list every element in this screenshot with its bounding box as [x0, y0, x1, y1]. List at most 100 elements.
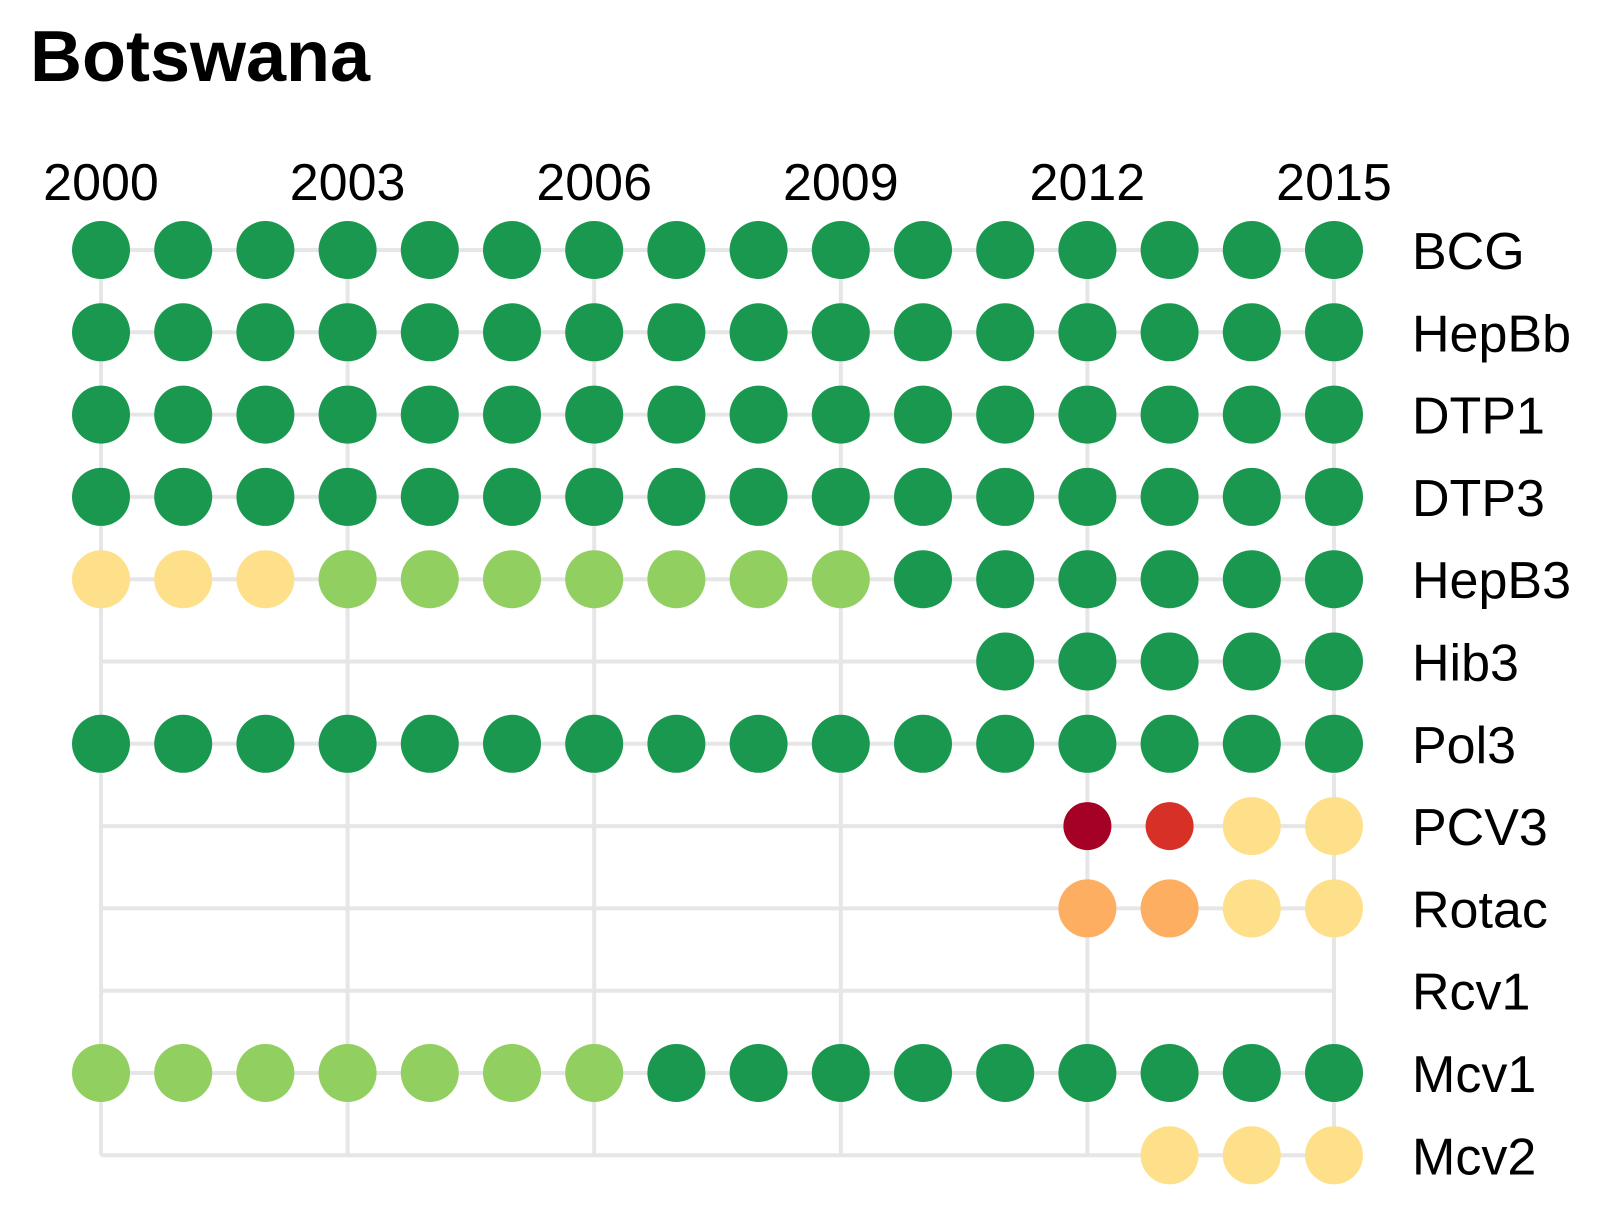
x-tick-label: 2012 [1030, 154, 1146, 212]
data-point [565, 714, 624, 773]
data-point [483, 1044, 541, 1102]
data-point [1058, 714, 1117, 773]
data-point [1058, 221, 1117, 279]
data-point [72, 550, 130, 609]
data-point [811, 550, 870, 609]
data-point [400, 714, 459, 773]
row-label: Hib3 [1412, 635, 1519, 693]
chart-title: Botswana [30, 17, 371, 97]
data-point [647, 1044, 706, 1102]
data-point [894, 385, 952, 444]
data-point [1058, 879, 1117, 938]
data-point [647, 467, 706, 526]
data-point [318, 467, 377, 526]
row-label: Mcv2 [1412, 1128, 1536, 1186]
data-point [154, 550, 213, 609]
data-point [1305, 797, 1363, 856]
data-point [236, 550, 295, 609]
row-label: PCV3 [1412, 799, 1548, 857]
data-point [565, 385, 624, 444]
row-label: HepB3 [1412, 552, 1571, 610]
data-point [154, 714, 213, 773]
data-point [1222, 303, 1281, 362]
data-point [729, 467, 788, 526]
data-point [154, 221, 213, 279]
data-point [811, 303, 870, 362]
data-point [1222, 797, 1281, 856]
data-point [318, 1044, 377, 1102]
data-point [1305, 467, 1363, 526]
data-point [565, 221, 624, 279]
x-tick-label: 2000 [43, 154, 159, 212]
data-point [1305, 1044, 1363, 1102]
data-point [811, 385, 870, 444]
data-point [483, 385, 541, 444]
data-point [1305, 550, 1363, 609]
row-label: BCG [1412, 223, 1525, 281]
data-point [483, 221, 541, 279]
data-point [318, 303, 377, 362]
data-point [1305, 632, 1363, 691]
data-point [1140, 632, 1199, 691]
data-point [729, 303, 788, 362]
data-point [647, 714, 706, 773]
data-point [565, 1044, 624, 1102]
data-point [647, 385, 706, 444]
dots [72, 221, 1363, 1185]
data-point [1222, 1044, 1281, 1102]
data-point [1305, 303, 1363, 362]
row-label: DTP1 [1412, 388, 1545, 446]
data-point [811, 221, 870, 279]
data-point [1222, 1126, 1281, 1185]
data-point [236, 714, 295, 773]
data-point [976, 714, 1035, 773]
data-point [154, 467, 213, 526]
row-label: Rotac [1412, 881, 1548, 939]
data-point [483, 714, 541, 773]
data-point [72, 221, 130, 279]
data-point [1305, 714, 1363, 773]
data-point [1058, 303, 1117, 362]
data-point [1058, 550, 1117, 609]
data-point [154, 303, 213, 362]
data-point [1305, 879, 1363, 938]
data-point [976, 632, 1035, 691]
x-tick-label: 2015 [1276, 154, 1392, 212]
data-point [483, 467, 541, 526]
data-point [894, 467, 952, 526]
data-point [1222, 385, 1281, 444]
grid-lines [99, 248, 1336, 1158]
data-point [1058, 385, 1117, 444]
data-point [565, 303, 624, 362]
data-point [1063, 802, 1112, 851]
data-point [318, 385, 377, 444]
data-point [1305, 1126, 1363, 1185]
data-point [400, 1044, 459, 1102]
data-point [236, 303, 295, 362]
data-point [894, 1044, 952, 1102]
data-point [1222, 879, 1281, 938]
data-point [236, 467, 295, 526]
data-point [894, 221, 952, 279]
x-tick-label: 2009 [783, 154, 899, 212]
data-point [154, 385, 213, 444]
data-point [72, 303, 130, 362]
data-point [976, 385, 1035, 444]
row-label: Rcv1 [1412, 964, 1530, 1022]
data-point [729, 550, 788, 609]
data-point [811, 467, 870, 526]
data-point [72, 467, 130, 526]
data-point [1140, 550, 1199, 609]
data-point [1058, 632, 1117, 691]
data-point [1140, 879, 1199, 938]
x-tick-label: 2006 [536, 154, 652, 212]
data-point [729, 1044, 788, 1102]
data-point [1145, 802, 1194, 851]
data-point [647, 303, 706, 362]
data-point [647, 221, 706, 279]
data-point [154, 1044, 213, 1102]
data-point [236, 385, 295, 444]
data-point [72, 385, 130, 444]
data-point [1305, 385, 1363, 444]
